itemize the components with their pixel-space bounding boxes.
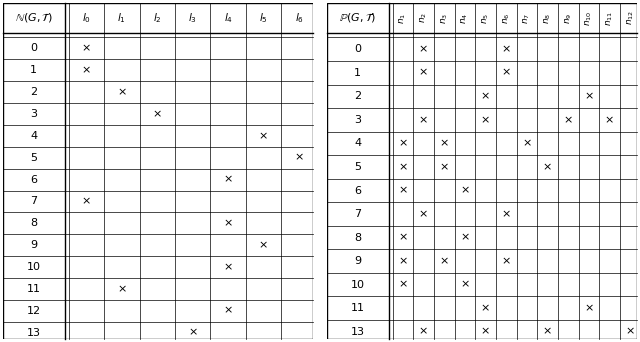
Text: 7: 7 [354,209,361,219]
Text: ×: × [543,327,552,337]
Text: 8: 8 [30,218,37,228]
Text: ×: × [564,115,573,125]
Text: $l_4$: $l_4$ [223,11,233,25]
Text: $l_0$: $l_0$ [82,11,91,25]
Text: $n_4$: $n_4$ [460,12,470,24]
Text: $\mathbb{N}(G, \mathcal{T})$: $\mathbb{N}(G, \mathcal{T})$ [15,11,52,24]
Text: ×: × [82,65,91,75]
Text: 10: 10 [351,280,365,290]
Text: 4: 4 [30,131,37,141]
Text: 5: 5 [30,153,37,163]
Text: 13: 13 [351,327,365,337]
Text: 9: 9 [30,240,37,250]
Text: ×: × [188,328,198,338]
Text: ×: × [223,174,233,185]
Text: ×: × [294,153,304,163]
Text: 13: 13 [27,328,41,338]
Text: ×: × [502,209,511,219]
Text: $l_1$: $l_1$ [118,11,126,25]
Text: 3: 3 [30,109,37,119]
Text: ×: × [460,280,470,290]
Text: 2: 2 [30,87,37,97]
Text: ×: × [584,91,594,101]
Text: 1: 1 [30,65,37,75]
Text: ×: × [584,303,594,313]
Text: ×: × [440,139,449,148]
Text: $n_{11}$: $n_{11}$ [604,10,615,26]
Text: 11: 11 [27,284,41,294]
Text: 3: 3 [354,115,361,125]
Text: ×: × [419,68,428,78]
Text: 0: 0 [354,44,361,54]
Text: 9: 9 [354,256,361,266]
Text: $n_8$: $n_8$ [542,12,553,24]
Text: $l_6$: $l_6$ [294,11,303,25]
Text: ×: × [502,44,511,54]
Text: ×: × [398,256,408,266]
Text: ×: × [398,233,408,242]
Text: ×: × [522,139,532,148]
Text: $n_{10}$: $n_{10}$ [584,10,594,26]
Text: ×: × [117,87,127,97]
Text: $l_5$: $l_5$ [259,11,268,25]
Text: ×: × [419,327,428,337]
Text: ×: × [398,139,408,148]
Text: $n_3$: $n_3$ [439,12,449,24]
Text: ×: × [502,256,511,266]
Text: ×: × [223,306,233,316]
Text: ×: × [223,218,233,228]
Text: $n_1$: $n_1$ [397,12,408,24]
Text: ×: × [440,162,449,172]
Text: ×: × [419,44,428,54]
FancyBboxPatch shape [3,3,313,339]
Text: $l_2$: $l_2$ [153,11,162,25]
Text: $n_7$: $n_7$ [522,12,532,24]
Text: ×: × [259,240,268,250]
Text: ×: × [259,131,268,141]
Text: $n_2$: $n_2$ [419,12,429,24]
Text: ×: × [419,209,428,219]
Text: ×: × [481,327,490,337]
Text: ×: × [625,327,635,337]
Text: ×: × [398,280,408,290]
FancyBboxPatch shape [326,3,637,339]
Text: 8: 8 [354,233,361,242]
Text: ×: × [117,284,127,294]
Text: ×: × [460,233,470,242]
Text: ×: × [481,91,490,101]
Text: ×: × [502,68,511,78]
Text: 1: 1 [354,68,361,78]
Text: $n_5$: $n_5$ [481,12,491,24]
Text: ×: × [460,185,470,196]
Text: $n_{12}$: $n_{12}$ [625,10,636,25]
Text: ×: × [82,196,91,207]
Text: 11: 11 [351,303,365,313]
Text: ×: × [82,43,91,53]
Text: $l_3$: $l_3$ [188,11,197,25]
Text: 6: 6 [30,174,37,185]
Text: ×: × [605,115,614,125]
Text: 12: 12 [27,306,41,316]
Text: ×: × [419,115,428,125]
Text: $\mathbb{P}(G, \mathcal{T})$: $\mathbb{P}(G, \mathcal{T})$ [339,11,376,24]
Text: ×: × [398,162,408,172]
Text: $n_6$: $n_6$ [501,12,511,24]
Text: ×: × [398,185,408,196]
Text: ×: × [481,303,490,313]
Text: 7: 7 [30,196,37,207]
Text: ×: × [543,162,552,172]
Text: $n_9$: $n_9$ [563,12,573,24]
Text: 0: 0 [30,43,37,53]
Text: ×: × [153,109,162,119]
Text: 4: 4 [354,139,361,148]
Text: 10: 10 [27,262,41,272]
Text: ×: × [481,115,490,125]
Text: ×: × [440,256,449,266]
Text: 2: 2 [354,91,361,101]
Text: 5: 5 [354,162,361,172]
Text: 6: 6 [354,185,361,196]
Text: ×: × [223,262,233,272]
